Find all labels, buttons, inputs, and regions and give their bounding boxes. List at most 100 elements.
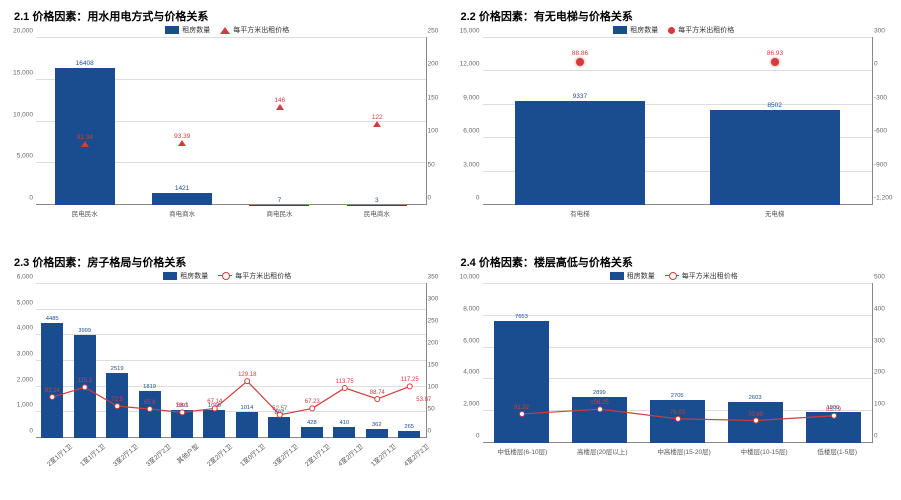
x-labels: 中低楼层(6-10层)高楼层(20层以上)中高楼层(15-20层)中楼层(10-… (483, 446, 873, 456)
triangle-icon (276, 104, 284, 110)
bar-swatch-icon (165, 26, 179, 34)
legend: 租房数量 每平方米出租价格 (6, 25, 449, 35)
y-right-tick: -1,200 (874, 195, 894, 202)
marker-label: 93.39 (174, 133, 190, 140)
marker-layer: 88.86 86.93 (483, 38, 873, 205)
point-label: 52.57 (272, 406, 287, 412)
y-left-tick: 5,000 (8, 153, 33, 160)
y-right-tick: 150 (428, 94, 448, 101)
marker-layer: 91.34 93.39 146 122 (36, 38, 426, 205)
x-label: 1室1厅1卫 (77, 441, 107, 468)
dot-icon (668, 27, 675, 34)
chart-title: 2.2 价格因素：有无电梯与价格关系 (453, 6, 896, 24)
y-left-tick: 3,000 (455, 161, 480, 168)
y-left-tick: 9,000 (455, 94, 480, 101)
legend-marker: 每平方米出租价格 (668, 25, 734, 35)
y-right-tick: -300 (874, 94, 894, 101)
y-right-tick: 300 (428, 296, 448, 303)
x-label: 商电商水 (169, 208, 195, 218)
y-right-tick: 250 (428, 28, 448, 35)
end-label: 53.87 (416, 397, 431, 403)
point-label: 93.14 (45, 388, 60, 394)
y-left-tick: 0 (8, 428, 33, 435)
y-left-tick: 2,000 (455, 401, 480, 408)
x-label: 2室2厅1卫 (204, 441, 234, 468)
triangle-icon (373, 121, 381, 127)
point-label: 88.74 (370, 390, 385, 396)
line-icon (665, 275, 679, 277)
chart-2-3: 2.3 价格因素：房子格局与价格关系 租房数量 每平方米出租价格 01,0002… (6, 252, 449, 494)
marker-label: 146 (274, 98, 285, 105)
point-label: 58.3 (176, 403, 188, 409)
y-right-tick: 200 (874, 369, 894, 376)
legend-marker: 每平方米出租价格 (220, 25, 289, 35)
x-label: 2室1厅1卫 (44, 441, 74, 468)
y-left-tick: 4,000 (455, 369, 480, 376)
chart-2-2: 2.2 价格因素：有无电梯与价格关系 租房数量 每平方米出租价格 03,0006… (453, 6, 896, 248)
x-label: 2室1厅1卫 (302, 441, 332, 468)
point-label: 91.32 (514, 405, 529, 411)
y-right-tick: 0 (874, 61, 894, 68)
legend: 租房数量 每平方米出租价格 (453, 25, 896, 35)
y-left-tick: 6,000 (455, 337, 480, 344)
legend: 租房数量 每平方米出租价格 (6, 271, 449, 281)
y-left-tick: 0 (8, 195, 33, 202)
y-right-tick: 350 (428, 274, 448, 281)
x-label: 1室0厅1卫 (237, 441, 267, 468)
marker-label: 86.93 (767, 50, 783, 57)
y-right-tick: 150 (428, 362, 448, 369)
y-left-tick: 1,000 (8, 402, 33, 409)
legend-bar: 租房数量 (163, 271, 208, 281)
y-left-tick: 8,000 (455, 305, 480, 312)
y-right-tick: 50 (428, 161, 448, 168)
y-right-tick: 50 (428, 406, 448, 413)
x-labels: 2室1厅1卫1室1厅1卫3室2厅1卫3室2厅2卫其他户型2室2厅1卫1室0厅1卫… (36, 441, 426, 451)
chart-title: 2.1 价格因素：用水用电方式与价格关系 (6, 6, 449, 24)
x-label: 3室2厅2卫 (143, 441, 173, 468)
line-icon (218, 275, 232, 277)
point-label: 76.03 (670, 410, 685, 416)
chart-2-1: 2.1 价格因素：用水用电方式与价格关系 租房数量 每平方米出租价格 0 5,00… (6, 6, 449, 248)
y-left-tick: 0 (455, 195, 480, 202)
y-left-tick: 4,000 (8, 325, 33, 332)
y-left-tick: 12,000 (455, 61, 480, 68)
marker-label: 88.86 (572, 50, 588, 57)
line-labels: 91.32 106.25 76.03 70.69 85.79 (483, 284, 873, 443)
x-label: 中低楼层(6-10层) (497, 446, 547, 456)
point-label: 113.75 (336, 379, 354, 385)
point-label: 67.14 (207, 399, 222, 405)
line-labels: 93.14115.272.565.858.367.14129.1852.5767… (36, 284, 426, 438)
x-label: 3室2厅1卫 (270, 441, 300, 468)
x-label: 1室2厅1卫 (368, 441, 398, 468)
x-label: 3室2厅1卫 (110, 441, 140, 468)
x-labels: 有电梯无电梯 (483, 208, 873, 218)
y-right-tick: 500 (874, 274, 894, 281)
point-label: 85.79 (826, 407, 841, 413)
legend: 租房数量 每平方米出租价格 (453, 271, 896, 281)
point-label: 72.5 (111, 397, 123, 403)
point-label: 70.69 (748, 412, 763, 418)
x-label: 4室2厅2卫 (401, 441, 431, 468)
y-left-tick: 15,000 (455, 28, 480, 35)
point-label: 106.25 (590, 400, 608, 406)
y-left-tick: 6,000 (8, 274, 33, 281)
y-right-tick: 0 (428, 195, 448, 202)
x-label: 其他户型 (175, 441, 201, 465)
y-right-tick: 0 (874, 433, 894, 440)
y-left-tick: 3,000 (8, 351, 33, 358)
y-right-tick: 100 (428, 128, 448, 135)
point-label: 129.18 (238, 372, 256, 378)
y-left-tick: 10,000 (455, 274, 480, 281)
marker-label: 91.34 (77, 134, 93, 141)
point-label: 117.25 (401, 377, 419, 383)
x-label: 高楼层(20层以上) (577, 446, 628, 456)
legend-line: 每平方米出租价格 (218, 271, 291, 281)
dashboard-grid: 2.1 价格因素：用水用电方式与价格关系 租房数量 每平方米出租价格 0 5,00… (6, 6, 895, 494)
bar-swatch-icon (613, 26, 627, 34)
marker-label: 122 (372, 114, 383, 121)
y-right-tick: 400 (874, 305, 894, 312)
triangle-icon (81, 141, 89, 147)
dot-icon (771, 58, 779, 66)
y-right-tick: 100 (428, 384, 448, 391)
y-right-tick: 100 (874, 401, 894, 408)
